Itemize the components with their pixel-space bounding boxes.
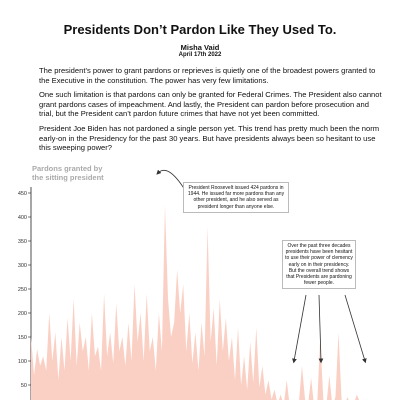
y-tick-label: 50 (21, 383, 27, 389)
y-tick-label: 250 (18, 287, 27, 293)
y-tick-label: 200 (18, 311, 27, 317)
y-tick-label: 300 (18, 263, 27, 269)
y-axis-label-line-1: Pardons granted by (32, 164, 103, 173)
roosevelt-arrow (156, 169, 186, 191)
recent-presidents-annotation: Over the past three decades presidents h… (282, 240, 356, 290)
recent-arrow-2 (318, 294, 324, 364)
intro-paragraph-1: The president’s power to grant pardons o… (39, 66, 376, 85)
y-tick-label: 400 (18, 215, 27, 221)
y-tick-label: 100 (18, 359, 27, 365)
intro-paragraph-2: One such limitation is that pardons can … (39, 90, 382, 118)
publish-date: April 17th 2022 (178, 52, 222, 58)
annotation-arrows (156, 169, 367, 364)
author-name: Misha Vaid (180, 43, 220, 52)
pardons-area (31, 205, 372, 400)
pardons-area-chart: 50 100 150 200 250 300 350 400 450 Pardons grant… (18, 164, 372, 400)
page-title: Presidents Don’t Pardon Like They Used T… (63, 22, 337, 37)
y-axis: 50 100 150 200 250 300 350 400 450 (18, 187, 32, 400)
y-axis-label-line-2: the sitting president (32, 173, 104, 182)
recent-arrow-1 (292, 294, 307, 364)
intro-paragraph-3: President Joe Biden has not pardoned a s… (39, 124, 380, 152)
y-tick-label: 150 (18, 335, 27, 341)
roosevelt-annotation: President Roosevelt issued 424 pardons i… (183, 182, 289, 213)
y-tick-label: 450 (18, 191, 27, 197)
recent-arrow-3 (344, 294, 367, 364)
y-tick-label: 350 (18, 239, 27, 245)
